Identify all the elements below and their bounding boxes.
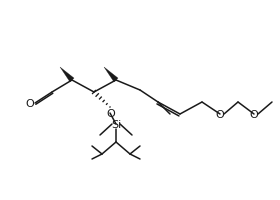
Polygon shape (60, 68, 74, 82)
Text: O: O (26, 99, 34, 108)
Polygon shape (104, 68, 118, 82)
Text: Si: Si (111, 119, 121, 129)
Text: O: O (250, 109, 258, 119)
Text: O: O (216, 109, 224, 119)
Text: O: O (107, 108, 115, 118)
